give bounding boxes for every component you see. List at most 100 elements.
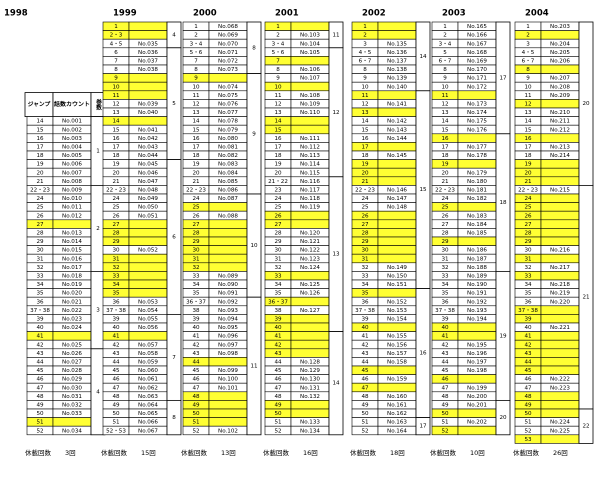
issue-number: 36・37 <box>186 299 206 305</box>
issue-number: 39 <box>274 317 282 323</box>
issue-number: 49 <box>441 403 449 409</box>
episode-count: No.072 <box>218 59 238 65</box>
volume-cell <box>246 296 262 436</box>
volume-cell <box>328 331 344 436</box>
count-cell <box>290 339 330 350</box>
episode-count: No.097 <box>218 342 238 348</box>
issue-number: 16 <box>112 136 120 142</box>
episode-count: No.186 <box>467 248 487 254</box>
issue-number: 9 <box>276 76 280 82</box>
issue-number: 33 <box>36 274 44 280</box>
episode-count: No.082 <box>218 153 238 159</box>
volume-number: 5 <box>172 101 176 107</box>
episode-count: No.140 <box>387 84 407 90</box>
issue-number: 17 <box>274 145 282 151</box>
issue-number: 36 <box>524 299 532 305</box>
issue-number: 47 <box>361 385 369 391</box>
episode-count: No.011 <box>62 205 82 211</box>
issue-number: 8 <box>363 67 367 73</box>
break-label: 休載回数 <box>513 448 540 457</box>
episode-count: No.091 <box>218 291 238 297</box>
issue-number: 46 <box>361 377 369 383</box>
count-cell <box>540 202 580 212</box>
volume-cell <box>166 399 182 436</box>
episode-count: No.098 <box>218 351 238 357</box>
episode-count: No.079 <box>218 127 238 133</box>
issue-number: 27 <box>192 222 200 228</box>
volume-number: 15 <box>419 187 427 193</box>
issue-number: 50 <box>274 411 282 417</box>
issue-number: 44 <box>361 360 369 366</box>
count-cell <box>377 253 417 264</box>
episode-count: No.167 <box>467 41 487 47</box>
episode-count: No.119 <box>300 205 320 211</box>
episode-count: No.033 <box>62 411 82 417</box>
episode-count: No.066 <box>138 420 158 426</box>
issue-number: 19 <box>361 162 369 168</box>
count-cell <box>290 348 330 358</box>
issue-number: 25 <box>274 205 282 211</box>
issue-number: 3・4 <box>190 41 203 47</box>
issue-number: 47 <box>441 385 449 391</box>
volume-number: 10 <box>250 243 258 249</box>
episode-count: No.173 <box>467 102 487 108</box>
count-cell <box>540 434 580 444</box>
issue-number: 5・6 <box>272 50 285 56</box>
episode-count: No.028 <box>62 368 82 374</box>
episode-count: No.224 <box>550 420 570 426</box>
issue-number: 17 <box>112 145 120 151</box>
episode-count: No.152 <box>387 299 407 305</box>
issue-number: 9 <box>526 76 530 82</box>
count-cell <box>540 159 580 169</box>
count-cell <box>128 271 168 281</box>
issue-number: 51 <box>36 420 44 426</box>
episode-count: No.045 <box>138 162 158 168</box>
episode-count: No.181 <box>467 188 487 194</box>
episode-count: No.108 <box>300 93 320 99</box>
episode-count: No.109 <box>300 102 320 108</box>
issue-number: 17 <box>361 145 369 151</box>
header-cell <box>24 92 54 117</box>
issue-number: 42 <box>361 342 368 348</box>
count-cell <box>52 331 92 341</box>
episode-count: No.212 <box>550 127 570 133</box>
header-cell <box>52 92 92 117</box>
issue-number: 44 <box>36 360 44 366</box>
issue-number: 26 <box>524 213 532 219</box>
issue-number: 52 <box>524 428 531 434</box>
issue-number: 21・22 <box>268 179 288 185</box>
issue-number: 37・38 <box>355 308 375 314</box>
issue-number: 36 <box>441 299 449 305</box>
count-cell <box>290 21 330 31</box>
episode-count: No.013 <box>62 231 82 237</box>
issue-number: 31 <box>192 256 200 262</box>
issue-number: 32 <box>192 265 199 271</box>
episode-count: No.142 <box>387 119 407 125</box>
issue-number: 28 <box>441 231 449 237</box>
count-cell <box>290 219 330 229</box>
count-cell <box>540 348 580 358</box>
count-cell <box>290 408 330 418</box>
issue-number: 4・5 <box>110 41 123 47</box>
issue-number: 31 <box>361 256 369 262</box>
issue-number: 1 <box>443 24 447 30</box>
issue-number: 43 <box>36 351 44 357</box>
issue-number: 40 <box>112 325 120 331</box>
count-cell <box>128 116 168 126</box>
episode-count: No.016 <box>62 256 82 262</box>
count-cell <box>540 99 580 109</box>
issue-number: 17 <box>36 145 44 151</box>
year-label: 2002 <box>362 9 386 19</box>
episode-count: No.043 <box>138 145 158 151</box>
episode-count: No.009 <box>62 188 82 194</box>
issue-number: 41 <box>441 334 449 340</box>
issue-number: 25 <box>361 205 369 211</box>
header-issue: ジャンプ <box>28 100 51 108</box>
issue-number: 7 <box>114 59 118 65</box>
break-count: 13回 <box>221 449 236 457</box>
issue-number: 20 <box>274 170 282 176</box>
episode-count: No.048 <box>138 188 158 194</box>
issue-number: 15 <box>192 127 200 133</box>
issue-number: 18 <box>112 153 120 159</box>
count-cell <box>540 228 580 238</box>
